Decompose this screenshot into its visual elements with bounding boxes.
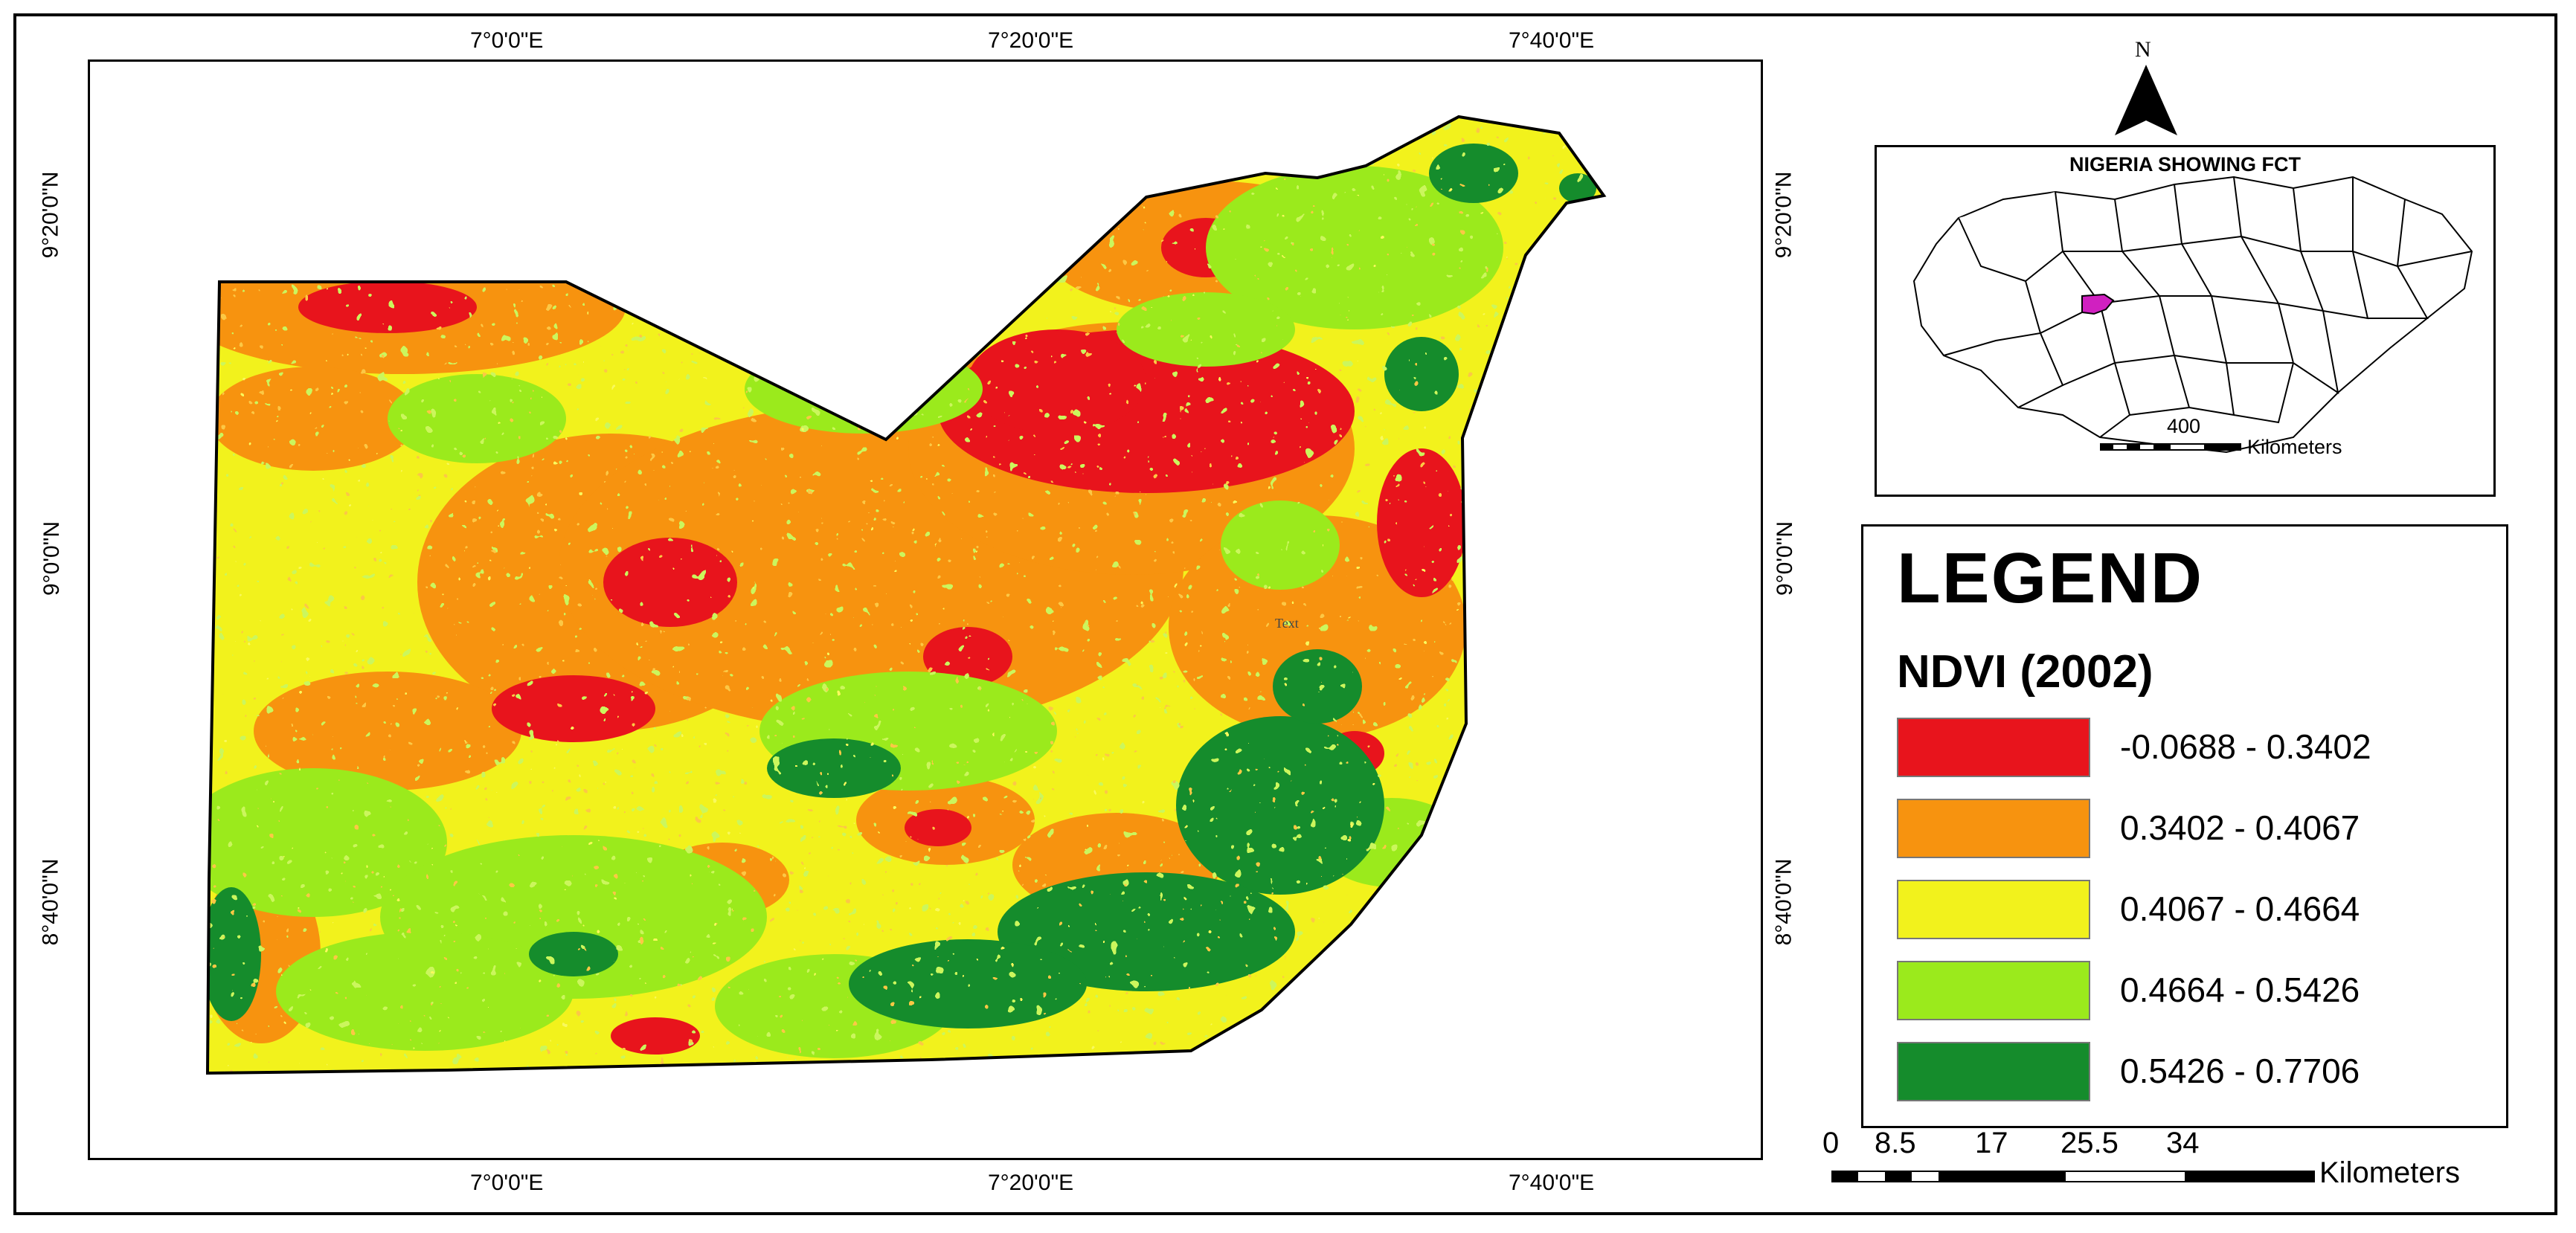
legend-item: 0.3402 - 0.4067 xyxy=(1897,799,2492,858)
legend-item: -0.0688 - 0.3402 xyxy=(1897,718,2492,777)
north-arrow-icon xyxy=(2115,65,2177,135)
legend-label: 0.4067 - 0.4664 xyxy=(2120,889,2360,928)
scale-tick-3: 25.5 xyxy=(2061,1127,2119,1159)
ndvi-map xyxy=(206,115,1605,1075)
legend-item: 0.5426 - 0.7706 xyxy=(1897,1042,2492,1101)
legend-item: 0.4067 - 0.4664 xyxy=(1897,880,2492,939)
scale-tick-0: 0 xyxy=(1822,1127,1840,1159)
scale-unit: Kilometers xyxy=(2319,1156,2460,1189)
legend-label: 0.5426 - 0.7706 xyxy=(2120,1052,2360,1090)
right-lat-label-2: 9°0'0"N xyxy=(1773,521,1798,596)
legend-swatch xyxy=(1897,799,2090,858)
inset-scale-unit: Kilometers xyxy=(2247,436,2342,458)
map-text-mark: Text xyxy=(1275,616,1299,631)
legend-panel: LEGEND NDVI (2002) -0.0688 - 0.3402 0.34… xyxy=(1861,524,2508,1128)
legend-label: 0.4664 - 0.5426 xyxy=(2120,970,2360,1009)
top-lon-label-1: 7°0'0"E xyxy=(470,28,544,53)
scale-bar xyxy=(1831,1171,2315,1182)
legend-swatch xyxy=(1897,718,2090,777)
inset-scale-value: 400 xyxy=(2167,415,2201,437)
top-lon-label-2: 7°20'0"E xyxy=(988,28,1074,53)
inset-map: NIGERIA SHOWING FCT xyxy=(1875,145,2496,497)
left-lat-label-3: 8°40'0"N xyxy=(38,858,63,946)
left-lat-label-2: 9°0'0"N xyxy=(39,521,65,596)
scale-tick-4: 34 xyxy=(2166,1127,2200,1159)
outer-frame xyxy=(13,13,2557,1215)
legend-swatch xyxy=(1897,961,2090,1020)
map-frame xyxy=(88,59,1763,1160)
legend-subtitle: NDVI (2002) xyxy=(1897,646,2153,698)
legend-label: -0.0688 - 0.3402 xyxy=(2120,727,2371,766)
nigeria-states-map xyxy=(1912,176,2473,454)
inset-title: NIGERIA SHOWING FCT xyxy=(2069,153,2301,176)
left-lat-label-1: 9°20'0"N xyxy=(38,171,63,259)
legend-item: 0.4664 - 0.5426 xyxy=(1897,961,2492,1020)
right-lat-label-3: 8°40'0"N xyxy=(1771,858,1796,946)
inset-scale-bar xyxy=(2100,443,2241,451)
fct-highlight xyxy=(2081,293,2115,315)
legend-swatch xyxy=(1897,880,2090,939)
bottom-lon-label-2: 7°20'0"E xyxy=(988,1171,1074,1195)
top-lon-label-3: 7°40'0"E xyxy=(1509,28,1595,53)
right-lat-label-1: 9°20'0"N xyxy=(1771,171,1796,259)
scale-tick-2: 17 xyxy=(1975,1127,2008,1159)
north-letter: N xyxy=(2135,37,2151,62)
scale-tick-1: 8.5 xyxy=(1875,1127,1916,1159)
legend-label: 0.3402 - 0.4067 xyxy=(2120,808,2360,847)
bottom-lon-label-1: 7°0'0"E xyxy=(470,1171,544,1195)
legend-heading: LEGEND xyxy=(1897,538,2204,618)
bottom-lon-label-3: 7°40'0"E xyxy=(1509,1171,1595,1195)
legend-swatch xyxy=(1897,1042,2090,1101)
